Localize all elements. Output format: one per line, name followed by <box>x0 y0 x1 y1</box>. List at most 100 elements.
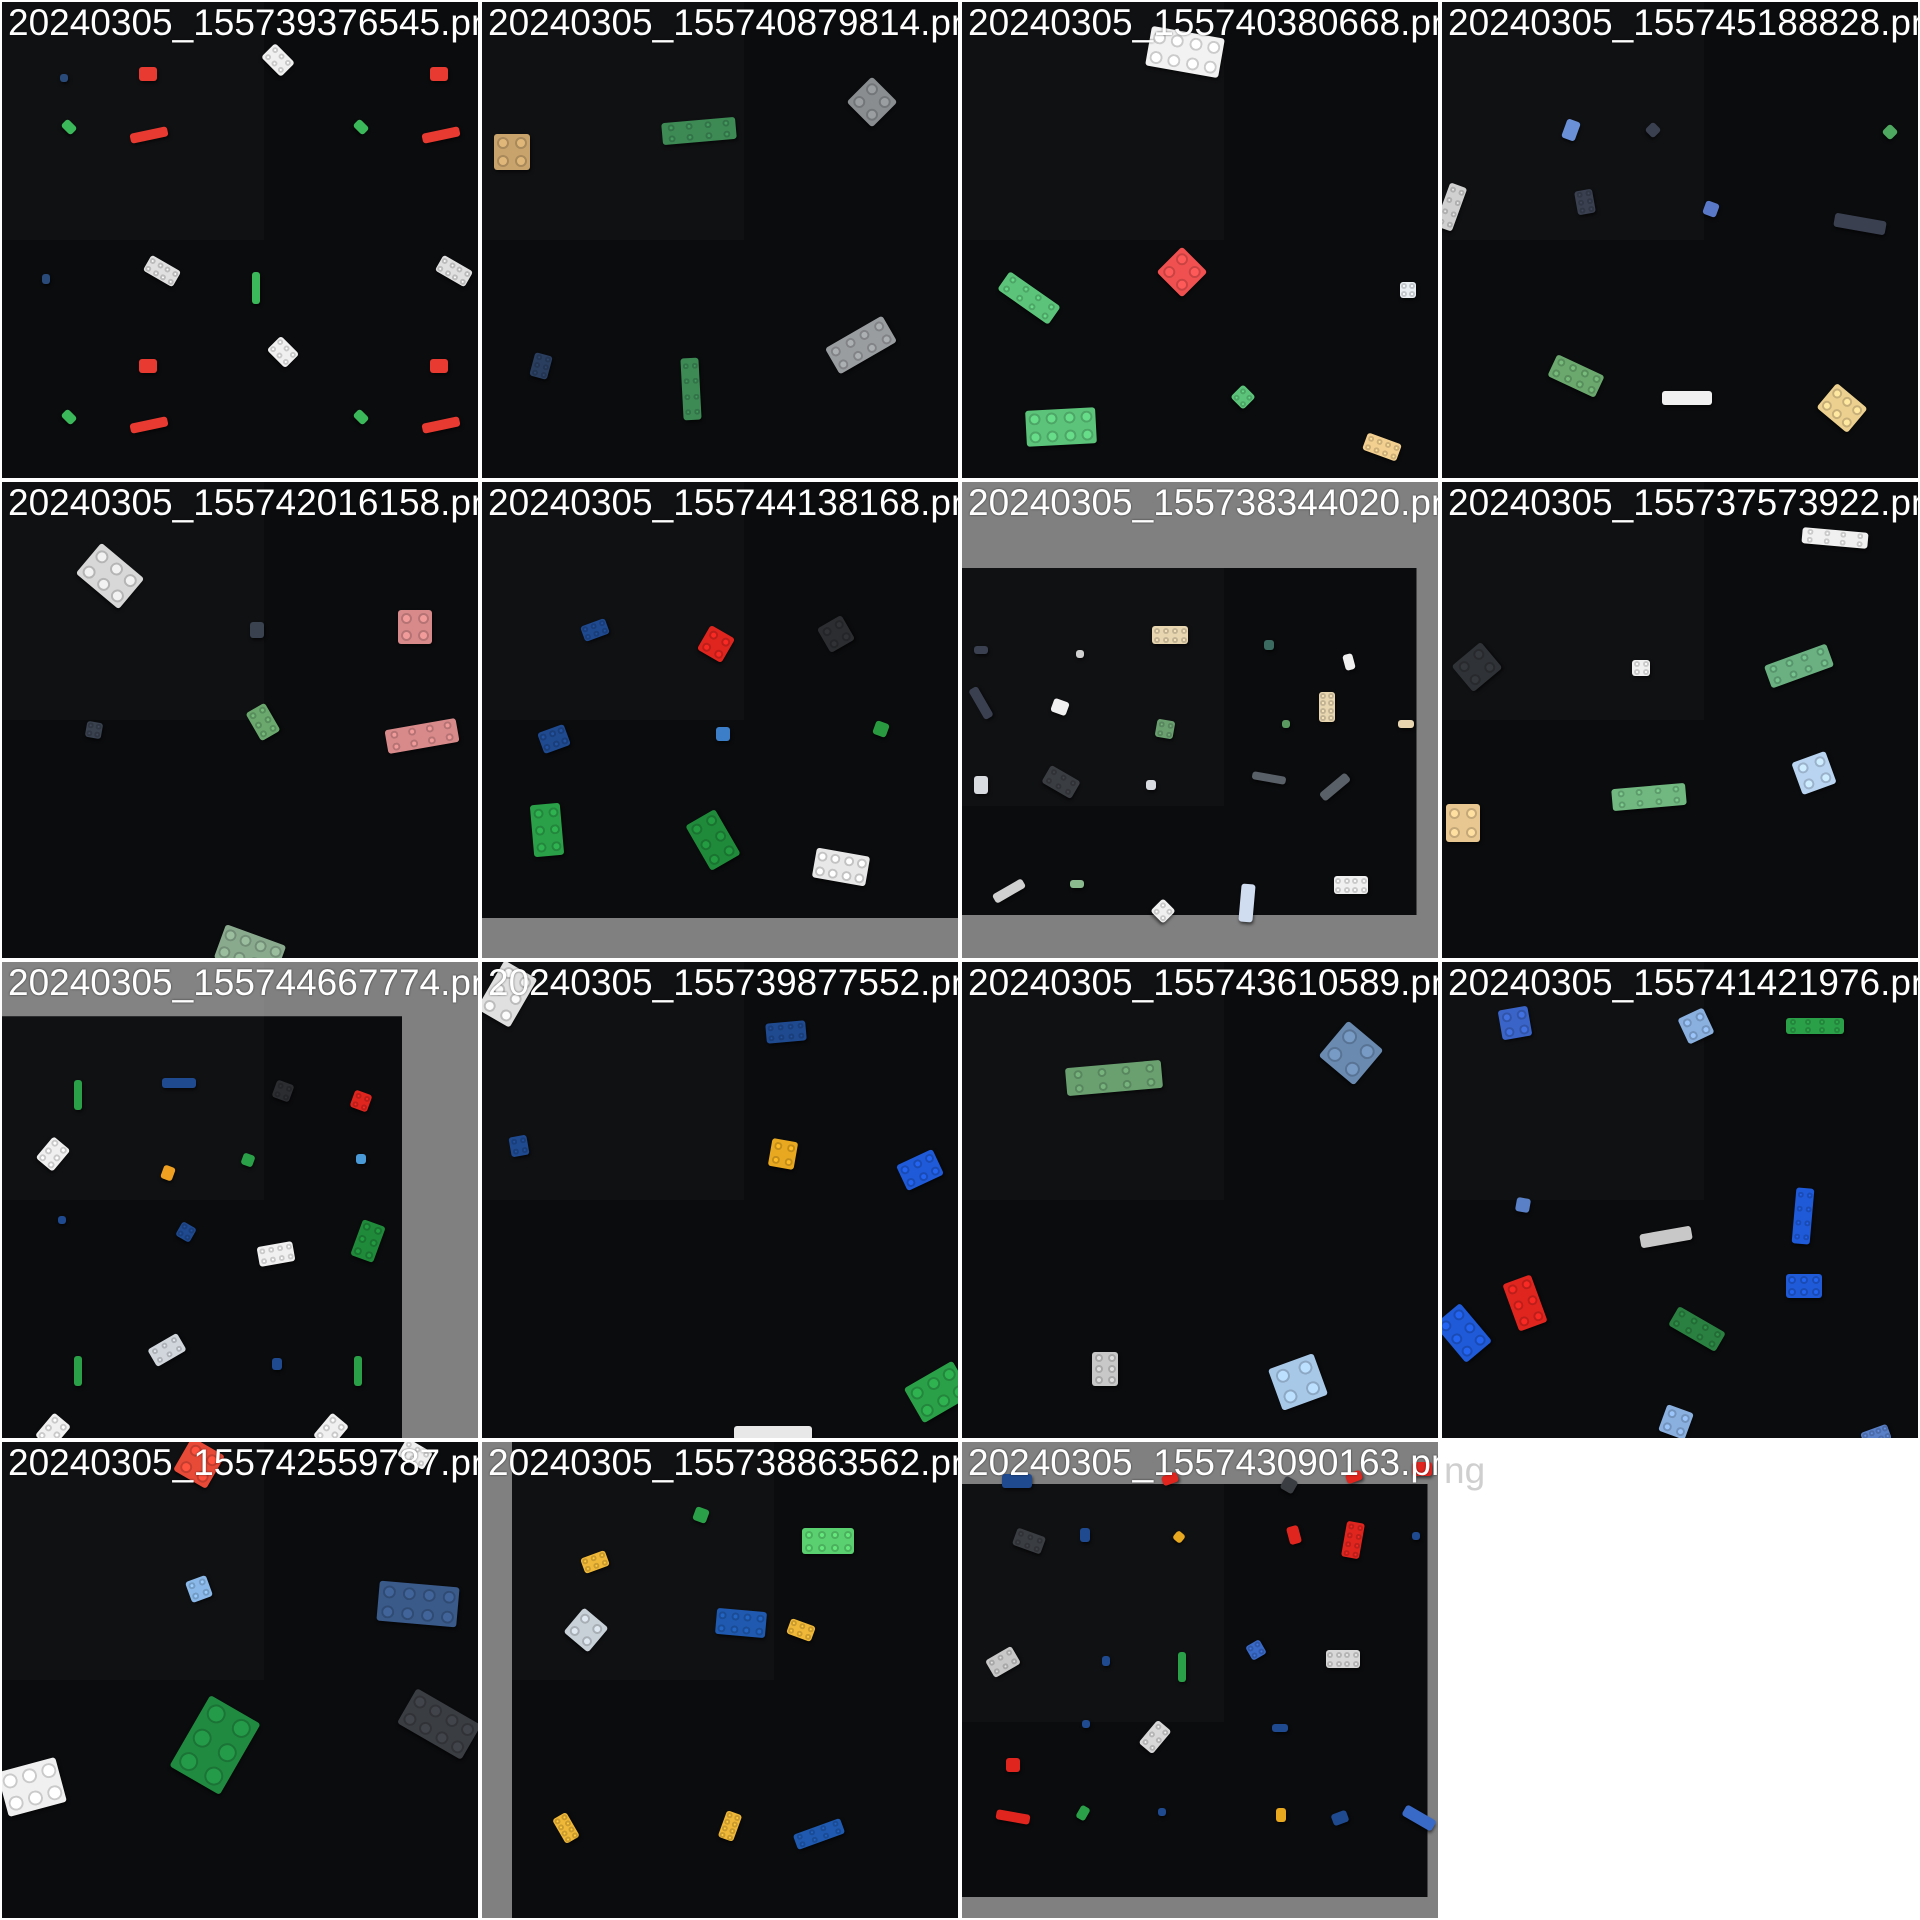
brick-stud <box>1823 530 1831 537</box>
brick-stud <box>828 344 843 358</box>
brick-stud <box>1517 1314 1531 1328</box>
brick-stud <box>549 823 560 835</box>
brick-stud <box>721 1824 729 1832</box>
image-tile[interactable]: 20240305_155742559787.png <box>2 1442 478 1918</box>
image-tile[interactable]: 20240305_155744138168.png <box>482 482 958 958</box>
brick-stud <box>539 371 547 379</box>
brick-stud <box>831 1819 840 1828</box>
brick-stud <box>1028 413 1041 426</box>
brick-stud <box>191 1591 201 1601</box>
lego-brick <box>1070 880 1084 888</box>
brick-stud <box>589 1554 598 1563</box>
image-tile[interactable]: 20240305_155745188828.png <box>1442 2 1918 478</box>
image-tile[interactable]: 20240305_155742016158.png <box>2 482 478 958</box>
brick-stud <box>1587 205 1595 213</box>
brick-stud <box>1171 627 1178 634</box>
brick-stud <box>1354 1532 1362 1540</box>
brick-stud <box>1238 386 1248 395</box>
brick-stud <box>267 1246 275 1254</box>
brick-stud <box>804 1543 813 1552</box>
brick-stud <box>1069 779 1078 788</box>
brick-stud <box>1073 1083 1084 1093</box>
brick-stud <box>1097 1081 1108 1091</box>
lego-brick <box>1334 876 1368 894</box>
brick-stud <box>712 647 725 660</box>
brick-stud <box>1449 827 1460 838</box>
brick-stud <box>1173 276 1191 294</box>
brick-stud <box>790 1619 799 1628</box>
brick-stud <box>315 1430 326 1438</box>
brick-stud <box>354 1091 363 1100</box>
brick-stud <box>1121 1079 1132 1089</box>
brick-stud <box>1343 886 1350 893</box>
image-tile[interactable]: 20240305_155743610589.png <box>962 962 1438 1438</box>
brick-stud <box>1347 1522 1355 1530</box>
tile-filename: 20240305_155739877552.png <box>488 962 958 1003</box>
brick-stud <box>425 723 435 734</box>
lego-brick <box>398 610 432 644</box>
brick-stud <box>584 632 593 641</box>
brick-stud <box>768 1035 775 1042</box>
brick-stud <box>1072 1069 1083 1080</box>
brick-stud <box>95 723 103 731</box>
brick-stud <box>444 732 455 742</box>
brick-stud <box>813 865 826 877</box>
brick-stud <box>1360 886 1367 893</box>
image-tile[interactable]: 20240305_155738863562.png <box>482 1442 958 1918</box>
brick-stud <box>1636 799 1645 808</box>
image-tile[interactable]: 20240305_155744667774.png <box>2 962 478 1438</box>
image-tile[interactable]: 20240305_155739877552.png <box>482 962 958 1438</box>
image-tile[interactable]: 20240305_155739376545.png <box>2 2 478 478</box>
image-tile[interactable]: 20240305_155740380668.png <box>962 2 1438 478</box>
brick-stud <box>803 1632 812 1641</box>
brick-stud <box>253 719 264 730</box>
brick-stud <box>166 277 175 286</box>
brick-stud <box>1166 721 1174 729</box>
brick-stud <box>1442 1317 1454 1334</box>
lego-brick <box>84 720 104 740</box>
brick-stud <box>577 1611 593 1626</box>
brick-stud <box>237 933 254 949</box>
lego-brick <box>1574 188 1596 216</box>
brick-stud <box>1519 1278 1533 1292</box>
brick-stud <box>1017 1529 1025 1538</box>
brick-stud <box>1661 1420 1673 1432</box>
brick-stud <box>1860 1431 1869 1438</box>
brick-stud <box>1793 1233 1800 1240</box>
brick-stud <box>1617 790 1625 798</box>
brick-stud <box>904 1176 917 1188</box>
brick-stud <box>357 1233 368 1245</box>
lego-brick <box>376 1580 460 1628</box>
brick-stud <box>1320 692 1326 699</box>
image-tile[interactable]: 20240305_155743090163.png <box>962 1442 1438 1918</box>
brick-stud <box>556 726 566 736</box>
lego-brick <box>1412 1462 1432 1476</box>
brick-stud <box>1839 539 1847 546</box>
brick-stud <box>362 1094 371 1103</box>
image-tile[interactable]: 20240305_155741421976.png <box>1442 962 1918 1438</box>
tile-background <box>962 1442 1438 1918</box>
brick-stud <box>401 630 412 641</box>
lego-brick <box>1514 1196 1532 1214</box>
brick-stud <box>258 1247 266 1255</box>
brick-stud <box>1800 1288 1808 1296</box>
brick-stud <box>1635 788 1644 797</box>
brick-stud <box>284 1243 292 1251</box>
image-tile[interactable]: 20240305_155740879814.png <box>482 2 958 478</box>
brick-stud <box>1517 1023 1530 1035</box>
brick-stud <box>170 1335 179 1345</box>
brick-stud <box>52 1429 63 1438</box>
lego-brick <box>1446 804 1480 842</box>
brick-stud <box>534 825 545 837</box>
image-tile[interactable]: 20240305_155737573922.png <box>1442 482 1918 958</box>
brick-stud <box>733 1813 742 1822</box>
brick-stud <box>1579 367 1590 379</box>
brick-stud <box>1505 1283 1519 1297</box>
tile-filename: 20240305_155744667774.png <box>8 962 478 1003</box>
tile-filename: 20240305_155740879814.png <box>488 2 958 43</box>
brick-stud <box>1804 1027 1811 1033</box>
image-tile[interactable]: 20240305_155738344020.png <box>962 482 1438 958</box>
brick-stud <box>37 1152 48 1163</box>
brick-stud <box>497 137 509 149</box>
brick-stud <box>401 1586 416 1601</box>
